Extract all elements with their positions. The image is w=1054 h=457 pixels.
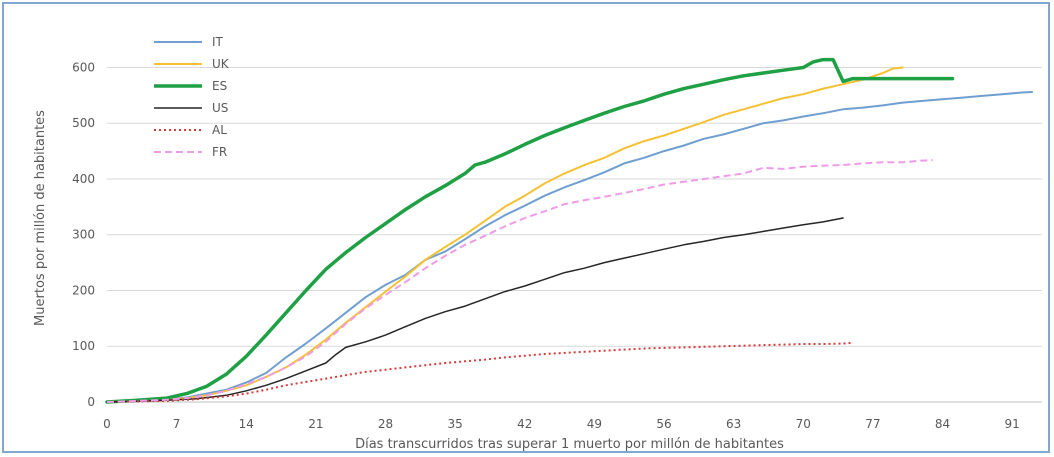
- legend-label-es: ES: [212, 79, 227, 93]
- series-line-al: [106, 341, 854, 403]
- legend-label-uk: UK: [212, 57, 230, 71]
- y-axis-title: Muertos por millón de habitantes: [33, 110, 48, 326]
- series-lines: [105, 57, 1034, 404]
- x-tick-label: 49: [587, 417, 602, 431]
- series-line-us: [106, 217, 844, 403]
- x-tick-label: 63: [726, 417, 741, 431]
- x-axis-title: Días transcurridos tras superar 1 muerto…: [355, 437, 784, 451]
- series-line-fr: [106, 159, 933, 403]
- legend: IT UK ES US AL FR: [154, 35, 230, 159]
- y-tick-label: 0: [87, 395, 95, 409]
- x-tick-label: 14: [239, 417, 254, 431]
- series-line-it: [106, 91, 1034, 403]
- y-tick-label: 500: [72, 116, 95, 130]
- y-tick-label: 300: [72, 228, 95, 242]
- x-tick-label: 91: [1005, 417, 1020, 431]
- x-tick-label: 56: [656, 417, 671, 431]
- series-line-es: [105, 57, 955, 404]
- axes: 0 100 200 300 400 500 600 0 7 14 21 28 35 42 49 56 63 70 7…: [72, 60, 1042, 431]
- y-tick-label: 600: [72, 60, 95, 74]
- x-tick-label: 84: [935, 417, 950, 431]
- x-tick-label: 28: [378, 417, 393, 431]
- x-tick-label: 0: [103, 417, 111, 431]
- legend-label-it: IT: [212, 35, 224, 49]
- y-tick-label: 400: [72, 172, 95, 186]
- legend-label-al: AL: [212, 123, 227, 137]
- x-tick-label: 42: [517, 417, 532, 431]
- gridlines: [107, 66, 1042, 347]
- x-tick-label: 7: [173, 417, 181, 431]
- y-tick-label: 200: [72, 283, 95, 297]
- legend-label-us: US: [212, 101, 228, 115]
- legend-label-fr: FR: [212, 145, 227, 159]
- x-tick-label: 77: [865, 417, 880, 431]
- line-chart: 0 100 200 300 400 500 600 0 7 14 21 28 35 42 49 56 63 70 7…: [33, 35, 1042, 451]
- x-tick-label: 21: [308, 417, 323, 431]
- y-tick-label: 100: [72, 339, 95, 353]
- x-tick-label: 70: [796, 417, 811, 431]
- x-tick-label: 35: [447, 417, 462, 431]
